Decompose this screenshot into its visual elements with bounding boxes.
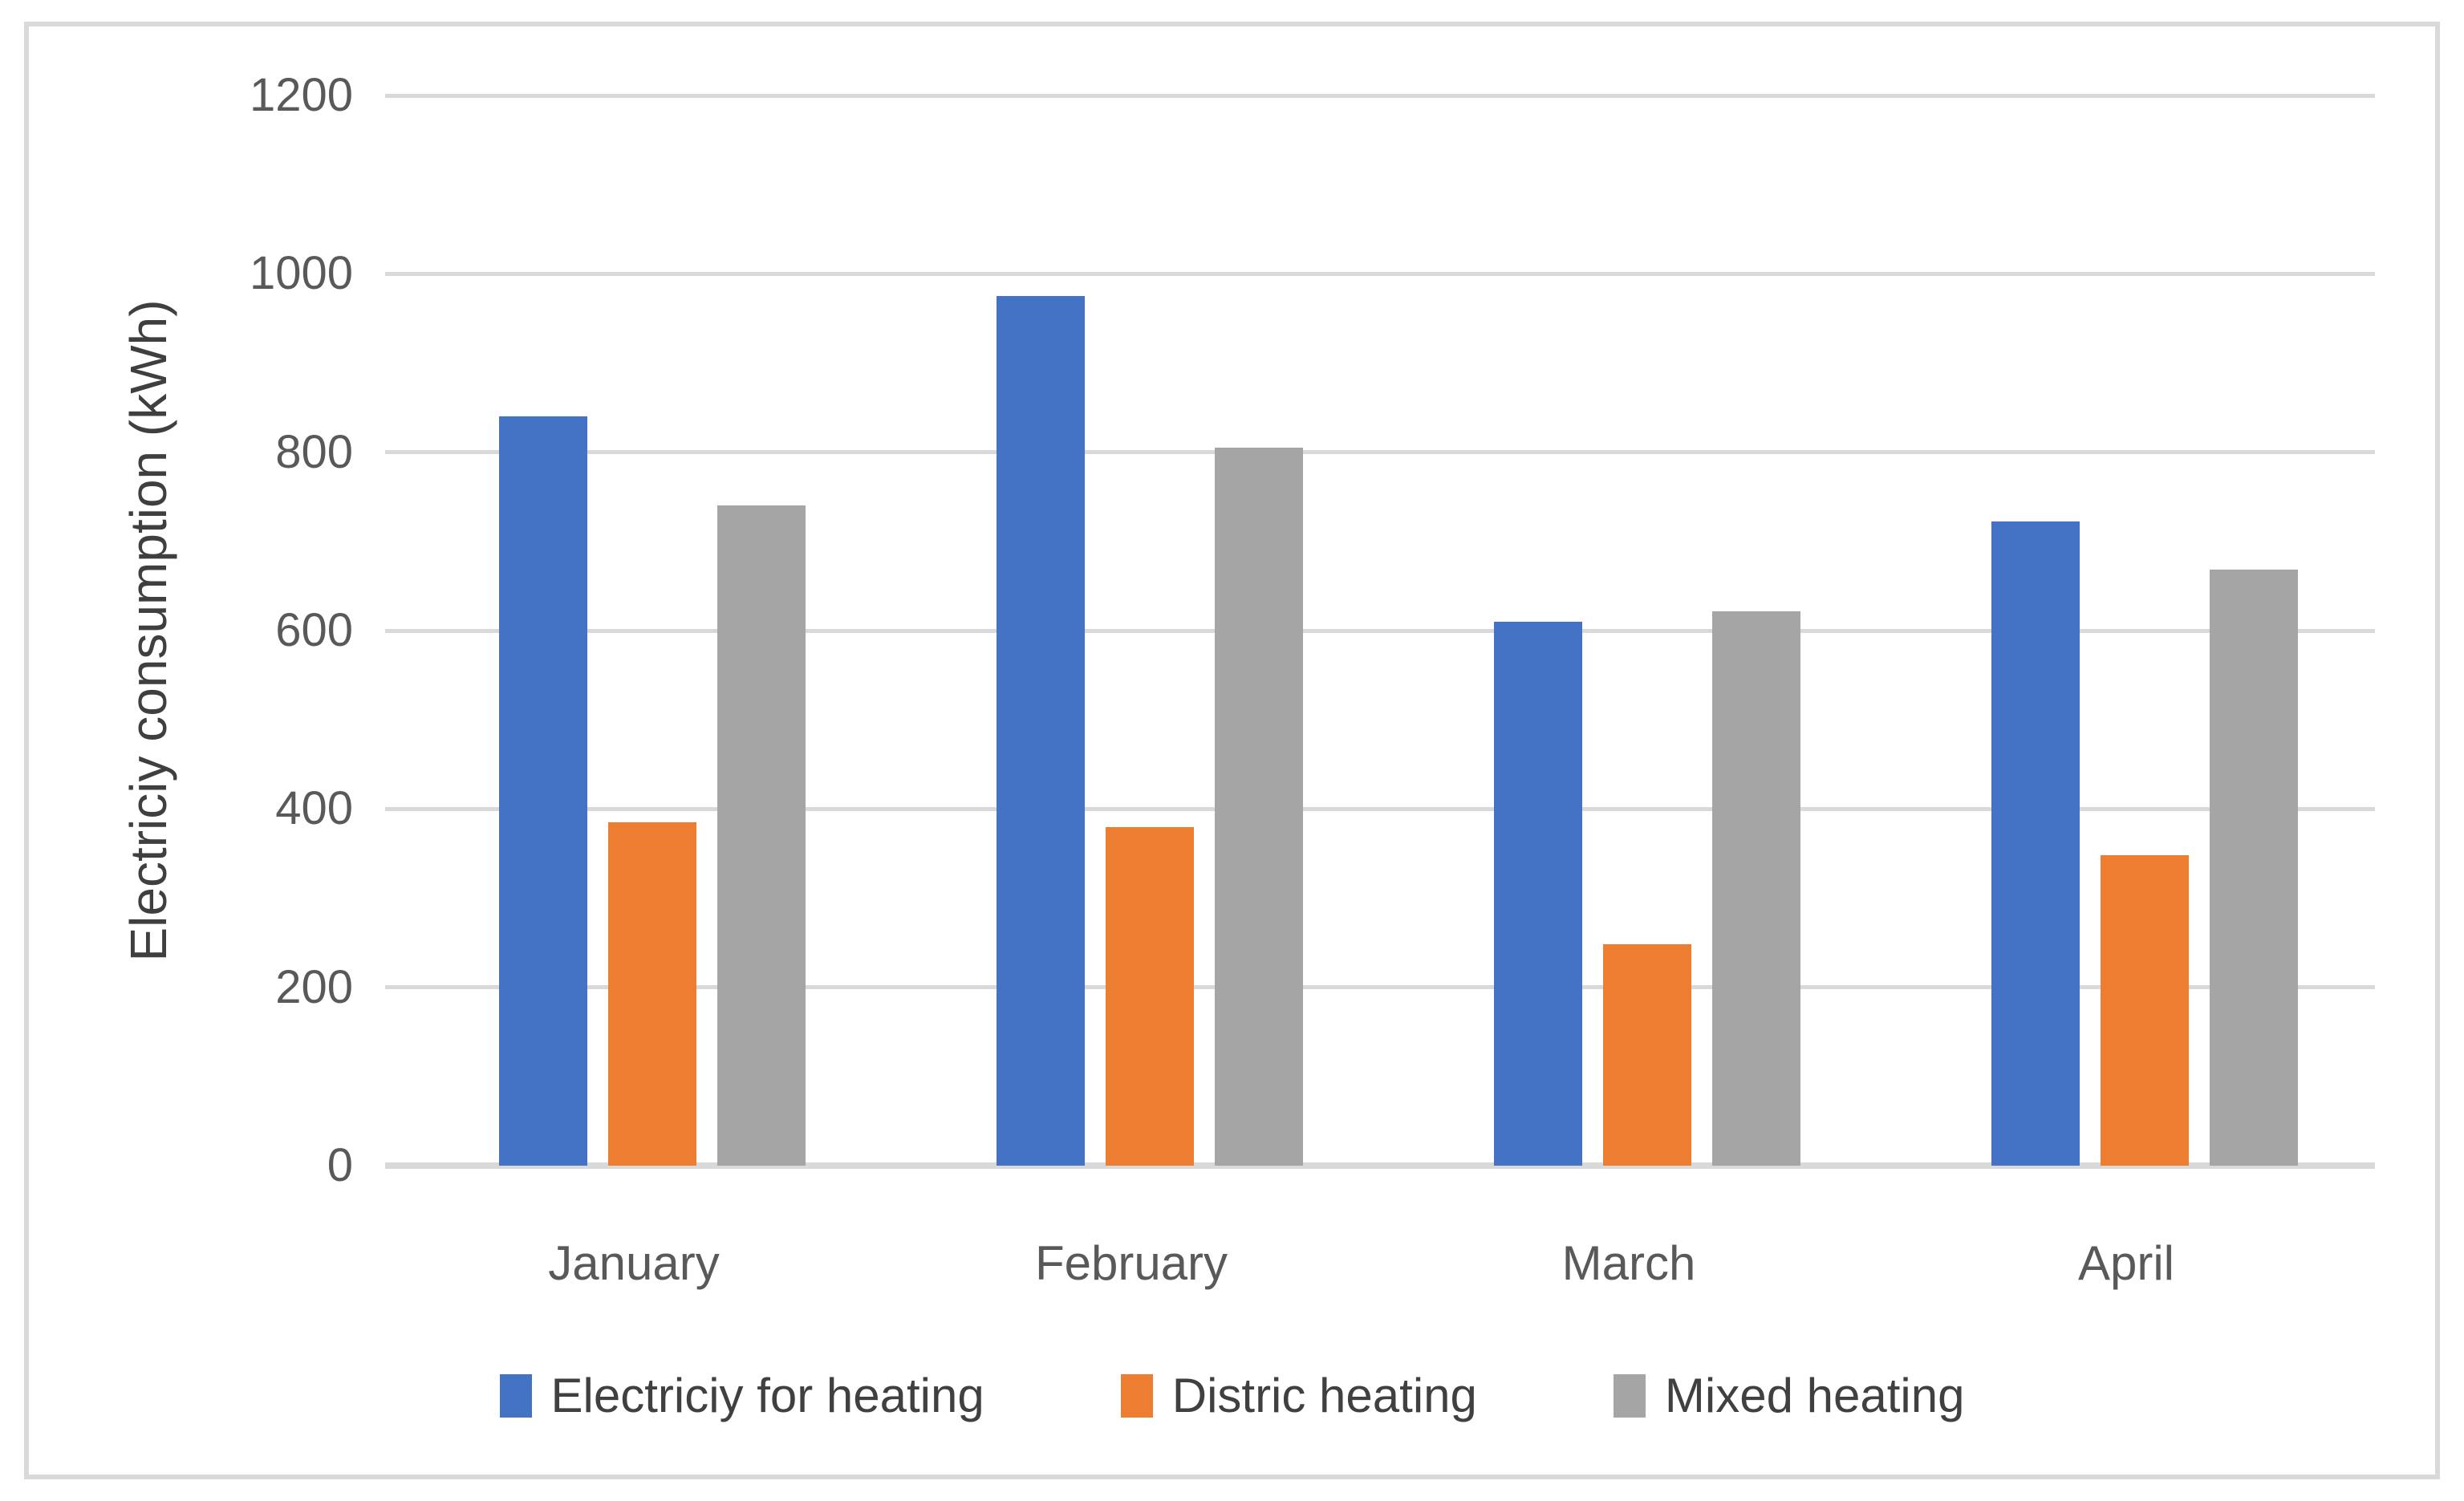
bar-distric-heating-april [2101, 855, 2189, 1166]
gridline-1000 [385, 271, 2375, 276]
legend-item-electriciy-for-heating: Electriciy for heating [499, 1368, 984, 1423]
bar-distric-heating-march [1603, 944, 1691, 1166]
x-axis-label-february: February [1034, 1236, 1228, 1290]
bar-electriciy-for-heating-april [1991, 521, 2080, 1166]
bar-mixed-heating-january [717, 505, 806, 1166]
bar-mixed-heating-february [1215, 448, 1303, 1166]
gridline-200 [385, 985, 2375, 990]
bar-mixed-heating-march [1712, 611, 1800, 1166]
legend-swatch-icon-distric-heating [1120, 1373, 1153, 1418]
legend-swatch-icon-mixed-heating [1613, 1373, 1646, 1418]
y-tick-label-1000: 1000 [249, 247, 353, 300]
y-tick-label-600: 600 [275, 604, 353, 656]
legend-item-mixed-heating: Mixed heating [1613, 1368, 1965, 1423]
bar-electriciy-for-heating-february [997, 296, 1085, 1166]
legend-label-mixed-heating: Mixed heating [1664, 1369, 1965, 1422]
bar-electriciy-for-heating-january [499, 416, 587, 1166]
bar-distric-heating-february [1106, 826, 1194, 1166]
y-tick-label-800: 800 [275, 425, 353, 478]
y-tick-label-200: 200 [275, 960, 353, 1013]
y-tick-label-0: 0 [327, 1139, 353, 1191]
plot-area [385, 93, 2375, 1169]
bar-mixed-heating-april [2210, 570, 2298, 1166]
x-axis-line [385, 1162, 2375, 1169]
legend: Electriciy for heating Distric heating Mix… [0, 1368, 2464, 1423]
legend-swatch-icon-electriciy-for-heating [499, 1373, 532, 1418]
gridline-600 [385, 628, 2375, 633]
bar-electriciy-for-heating-march [1494, 621, 1582, 1166]
x-axis-label-january: January [548, 1236, 720, 1290]
legend-item-distric-heating: Distric heating [1120, 1368, 1477, 1423]
gridline-400 [385, 806, 2375, 811]
bar-distric-heating-january [608, 822, 696, 1166]
y-tick-label-400: 400 [275, 782, 353, 835]
gridline-800 [385, 450, 2375, 455]
gridline-1200 [385, 93, 2375, 98]
y-tick-label-1200: 1200 [249, 69, 353, 121]
legend-label-electriciy-for-heating: Electriciy for heating [550, 1369, 984, 1422]
x-axis-label-march: March [1561, 1236, 1696, 1290]
legend-label-distric-heating: Distric heating [1171, 1369, 1477, 1422]
x-axis-label-april: April [2077, 1236, 2175, 1290]
